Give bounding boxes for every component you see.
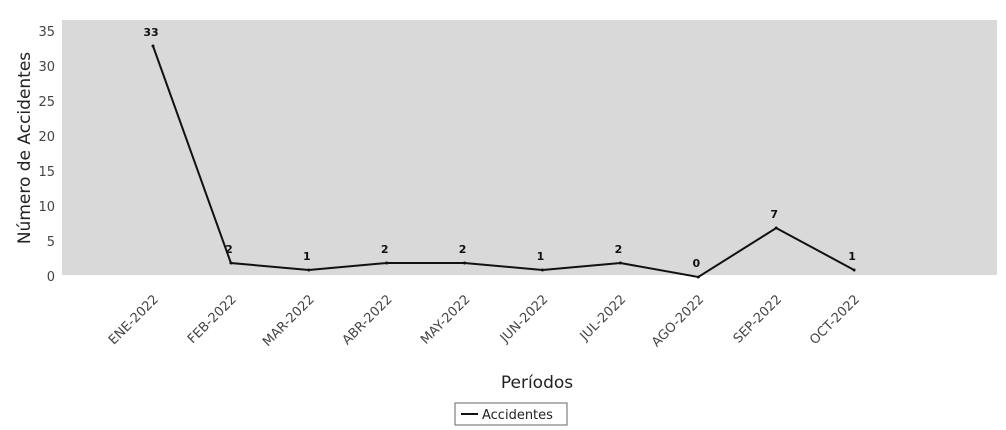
plot-area bbox=[62, 20, 997, 275]
data-label: 7 bbox=[770, 208, 778, 221]
x-tick-label: MAR-2022 bbox=[260, 292, 318, 350]
data-point bbox=[541, 268, 544, 272]
legend-label: Accidentes bbox=[482, 408, 553, 423]
data-point bbox=[852, 268, 856, 272]
data-point bbox=[774, 226, 778, 230]
x-axis-title: Períodos bbox=[501, 373, 573, 393]
y-axis: 0 5 10 15 20 25 30 35 bbox=[38, 25, 55, 285]
x-tick-label: OCT-2022 bbox=[807, 292, 863, 348]
legend: Accidentes bbox=[454, 402, 568, 426]
y-tick-label: 5 bbox=[47, 235, 55, 250]
y-tick-label: 10 bbox=[38, 200, 55, 215]
data-point bbox=[307, 268, 311, 272]
data-label: 1 bbox=[537, 250, 545, 263]
data-point bbox=[151, 44, 155, 48]
x-tick-label: ENE-2022 bbox=[106, 292, 162, 348]
y-axis-title: Número de Accidentes bbox=[15, 52, 35, 244]
data-point bbox=[229, 261, 233, 265]
x-tick-label: FEB-2022 bbox=[185, 292, 240, 347]
data-label: 2 bbox=[459, 243, 467, 256]
x-tick-label: SEP-2022 bbox=[731, 292, 785, 346]
y-tick-label: 15 bbox=[38, 165, 55, 180]
y-tick-label: 20 bbox=[38, 130, 55, 145]
data-label: 2 bbox=[225, 243, 233, 256]
data-label: 33 bbox=[143, 26, 158, 39]
y-tick-label: 35 bbox=[38, 25, 55, 40]
x-tick-label: JUL-2022 bbox=[577, 292, 629, 344]
data-label: 1 bbox=[848, 250, 856, 263]
legend-box bbox=[454, 402, 568, 426]
data-point bbox=[463, 261, 467, 265]
x-tick-label: AGO-2022 bbox=[649, 292, 707, 350]
data-point bbox=[696, 275, 700, 279]
data-label: 0 bbox=[692, 257, 700, 270]
data-label: 1 bbox=[303, 250, 311, 263]
series-line-accidentes bbox=[152, 45, 855, 279]
data-point bbox=[618, 261, 622, 265]
x-tick-label: MAY-2022 bbox=[418, 292, 473, 347]
x-tick-label: JUN-2022 bbox=[497, 292, 551, 346]
y-tick-label: 30 bbox=[38, 60, 55, 75]
x-tick-label: ABR-2022 bbox=[340, 292, 396, 348]
x-axis: ENE-2022 FEB-2022 MAR-2022 ABR-2022 MAY-2022… bbox=[106, 292, 863, 350]
data-label: 2 bbox=[381, 243, 389, 256]
data-labels: 33 2 1 2 2 1 2 0 7 1 bbox=[143, 26, 856, 279]
data-label: 2 bbox=[615, 243, 623, 256]
y-tick-label: 0 bbox=[47, 270, 55, 285]
y-tick-label: 25 bbox=[38, 95, 55, 110]
data-point bbox=[385, 261, 389, 265]
